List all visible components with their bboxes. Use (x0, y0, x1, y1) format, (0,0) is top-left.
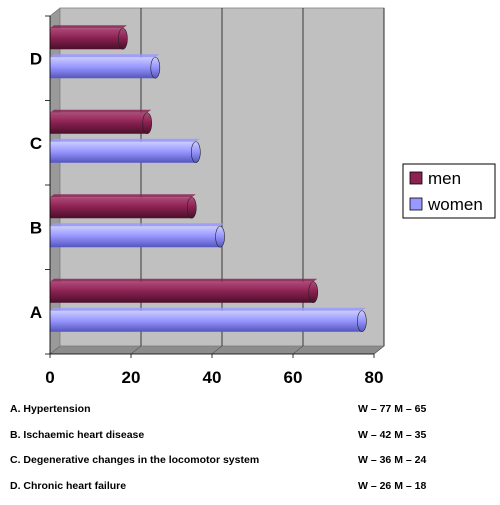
note-values: W – 36 M – 24 (358, 454, 426, 466)
note-row-b: B. Ischaemic heart disease W – 42 M – 35 (10, 429, 490, 455)
note-values: W – 77 M – 65 (358, 403, 426, 415)
note-men-value: 65 (415, 403, 427, 415)
bar-men-body (50, 282, 313, 303)
note-values: W – 26 M – 18 (358, 480, 426, 492)
x-tick-label: 0 (45, 368, 54, 387)
bar-men-top (50, 279, 317, 282)
x-tick-label: 80 (365, 368, 384, 387)
category-label: B (30, 218, 42, 237)
x-tick-label: 40 (203, 368, 222, 387)
bar-men (50, 194, 196, 218)
note-men-label: M – (394, 429, 412, 441)
bar-women-top (50, 308, 366, 311)
bar-men-body (50, 113, 147, 134)
note-women-label: W – (358, 480, 377, 492)
bar-chart: A B C D 0 20 40 60 80 men women (0, 0, 500, 400)
bar-women-top (50, 139, 200, 142)
bar-women (50, 223, 225, 247)
x-tick-label: 60 (284, 368, 303, 387)
note-men-label: M – (394, 454, 412, 466)
bar-women-top (50, 223, 224, 226)
note-row-c: C. Degenerative changes in the locomotor… (10, 454, 490, 480)
note-women-value: 77 (380, 403, 392, 415)
bar-women-top (50, 54, 159, 57)
bar-men-top (50, 25, 127, 28)
bar-men-cap (309, 282, 318, 303)
bar-men-cap (118, 28, 127, 49)
bar-women-body (50, 142, 196, 163)
note-women-value: 42 (380, 429, 392, 441)
bar-women (50, 139, 200, 163)
category-label: D (30, 49, 42, 68)
category-notes: A. Hypertension W – 77 M – 65 B. Ischaem… (10, 403, 490, 505)
category-label: C (30, 134, 42, 153)
x-tick-labels: 0 20 40 60 80 (45, 354, 383, 387)
bar-men-top (50, 110, 151, 113)
bar-women (50, 308, 366, 332)
x-tick-label: 20 (122, 368, 141, 387)
bar-women-cap (151, 57, 160, 78)
legend-swatch-men (410, 172, 422, 184)
bar-women-cap (357, 311, 366, 332)
legend-label-men: men (428, 169, 461, 188)
note-women-label: W – (358, 429, 377, 441)
bar-men (50, 279, 318, 303)
bar-men (50, 25, 127, 49)
note-description: B. Ischaemic heart disease (10, 429, 144, 441)
note-men-label: M – (394, 480, 412, 492)
bar-women-body (50, 226, 220, 247)
bar-women-cap (216, 226, 225, 247)
note-men-value: 35 (415, 429, 427, 441)
bar-women-body (50, 57, 155, 78)
legend: men women (403, 164, 495, 218)
bar-men-top (50, 194, 196, 197)
bar-women (50, 54, 160, 78)
note-row-a: A. Hypertension W – 77 M – 65 (10, 403, 490, 429)
category-ticks (45, 16, 50, 354)
note-description: A. Hypertension (10, 403, 91, 415)
bar-men-cap (143, 113, 152, 134)
bar-men-body (50, 28, 123, 49)
note-description: C. Degenerative changes in the locomotor… (10, 454, 259, 466)
bar-men-body (50, 197, 192, 218)
legend-label-women: women (427, 195, 483, 214)
bar-women-body (50, 311, 362, 332)
note-women-value: 26 (380, 480, 392, 492)
note-men-value: 24 (415, 454, 427, 466)
note-women-value: 36 (380, 454, 392, 466)
category-label: A (30, 303, 42, 322)
note-values: W – 42 M – 35 (358, 429, 426, 441)
note-men-label: M – (394, 403, 412, 415)
note-women-label: W – (358, 454, 377, 466)
note-women-label: W – (358, 403, 377, 415)
note-description: D. Chronic heart failure (10, 480, 126, 492)
bar-men-cap (187, 197, 196, 218)
legend-swatch-women (410, 198, 422, 210)
note-row-d: D. Chronic heart failure W – 26 M – 18 (10, 480, 490, 505)
bar-women-cap (191, 142, 200, 163)
note-men-value: 18 (415, 480, 427, 492)
bar-men (50, 110, 152, 134)
category-labels: A B C D (30, 49, 42, 322)
